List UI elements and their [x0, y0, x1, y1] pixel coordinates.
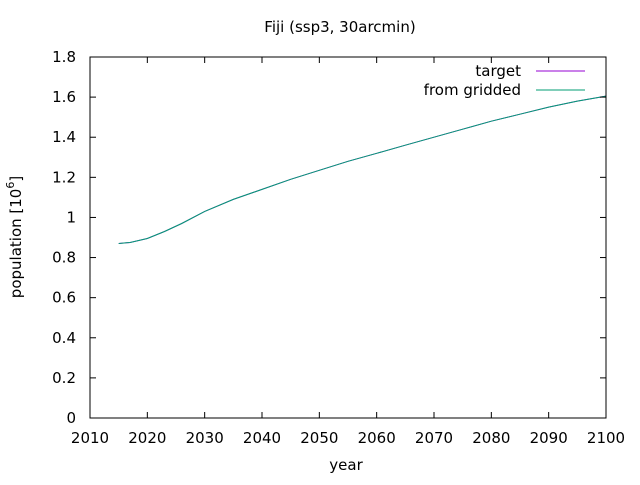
series-layer	[118, 95, 607, 244]
y-tick-label: 1.2	[52, 168, 76, 186]
series-line-1	[118, 95, 607, 244]
x-tick-label: 2070	[415, 429, 453, 447]
y-tick-label: 0	[66, 409, 76, 427]
x-tick-label: 2060	[358, 429, 396, 447]
y-tick-label: 1.4	[52, 128, 76, 146]
x-tick-label: 2010	[71, 429, 109, 447]
x-tick-label: 2020	[128, 429, 166, 447]
y-tick-label: 0.8	[52, 249, 76, 267]
x-tick-label: 2050	[300, 429, 338, 447]
y-tick-label: 0.4	[52, 329, 76, 347]
tick-layer: 2010 2020 2030 2040 2050 2060 2070 2080 2090 2100…	[52, 48, 625, 447]
y-tick-label: 1.6	[52, 88, 76, 106]
x-tick-label: 2030	[186, 429, 224, 447]
y-axis-title-close: ]	[7, 176, 25, 182]
y-tick-label: 0.2	[52, 369, 76, 387]
y-axis-title: population [106]	[4, 176, 25, 298]
x-tick-label: 2040	[243, 429, 281, 447]
y-tick-label: 1	[66, 208, 76, 226]
plot-frame	[89, 56, 607, 419]
y-tick-label: 1.8	[52, 48, 76, 66]
y-axis-title-superscript: 6	[4, 182, 17, 189]
chart-title: Fiji (ssp3, 30arcmin)	[264, 18, 415, 36]
x-tick-label: 2090	[530, 429, 568, 447]
legend-label: target	[475, 62, 521, 80]
x-axis-title: year	[329, 456, 363, 474]
y-tick-label: 0.6	[52, 289, 76, 307]
y-axis-title-text: population [10	[7, 189, 25, 299]
legend-label: from gridded	[424, 81, 521, 99]
series-line-0	[118, 95, 607, 244]
x-tick-label: 2080	[472, 429, 510, 447]
x-tick-label: 2100	[587, 429, 625, 447]
